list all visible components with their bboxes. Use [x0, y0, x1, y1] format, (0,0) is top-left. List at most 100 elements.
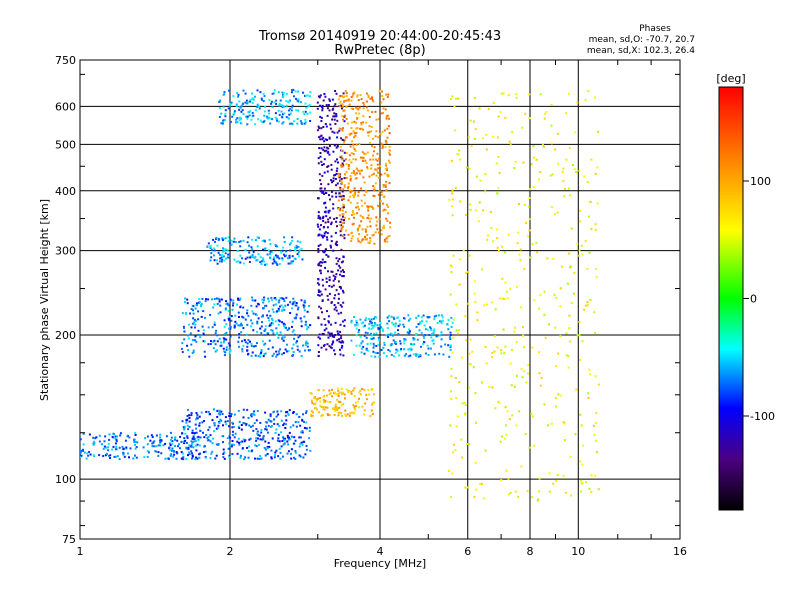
- data-point: [330, 240, 333, 243]
- data-point: [540, 376, 543, 379]
- data-point: [383, 195, 386, 198]
- data-point: [394, 322, 397, 325]
- data-point: [196, 417, 199, 420]
- data-point: [320, 234, 323, 237]
- data-point: [324, 123, 327, 125]
- data-point: [294, 304, 297, 307]
- data-point: [228, 412, 231, 415]
- data-point: [280, 410, 283, 413]
- data-point: [328, 209, 331, 212]
- data-point: [256, 89, 259, 92]
- data-point: [284, 255, 286, 258]
- data-point: [330, 223, 333, 226]
- data-point: [248, 114, 251, 117]
- data-point: [355, 206, 358, 209]
- data-point: [184, 432, 187, 435]
- data-point: [222, 341, 225, 344]
- data-point: [475, 209, 478, 212]
- data-point: [330, 168, 333, 171]
- data-point: [323, 250, 326, 253]
- data-point: [320, 405, 323, 408]
- data-point: [357, 191, 360, 193]
- data-point: [352, 146, 355, 149]
- data-point: [326, 232, 329, 235]
- data-point: [122, 452, 125, 455]
- data-point: [267, 332, 270, 335]
- data-point: [320, 346, 323, 349]
- data-point: [181, 312, 184, 315]
- data-point: [377, 231, 380, 234]
- data-point: [469, 338, 472, 341]
- data-point: [362, 217, 365, 219]
- data-point: [193, 339, 196, 342]
- data-point: [283, 336, 286, 339]
- data-point: [372, 350, 375, 353]
- data-point: [186, 424, 189, 427]
- data-point: [339, 330, 342, 333]
- data-point: [472, 120, 475, 123]
- data-point: [323, 408, 326, 411]
- data-point: [340, 261, 343, 264]
- data-point: [343, 237, 346, 240]
- data-point: [345, 118, 348, 120]
- data-point: [519, 306, 522, 309]
- data-point: [387, 125, 390, 128]
- data-point: [170, 453, 173, 456]
- data-point: [554, 148, 557, 151]
- data-point: [317, 234, 320, 237]
- data-point: [213, 321, 216, 324]
- data-point: [236, 92, 239, 94]
- data-point: [320, 160, 323, 163]
- data-point: [580, 482, 583, 485]
- data-point: [190, 444, 193, 447]
- data-point: [296, 99, 299, 102]
- data-point: [292, 120, 295, 123]
- data-point: [135, 440, 138, 443]
- data-point: [228, 435, 231, 438]
- data-point: [528, 446, 531, 449]
- data-point: [528, 218, 531, 221]
- data-point: [245, 333, 248, 336]
- data-point: [523, 346, 526, 349]
- data-point: [465, 166, 468, 169]
- data-point: [327, 165, 330, 168]
- data-point: [448, 355, 451, 358]
- data-point: [331, 341, 334, 344]
- data-point: [269, 415, 272, 418]
- data-point: [350, 107, 353, 110]
- data-point: [291, 106, 294, 109]
- data-point: [590, 490, 593, 493]
- data-point: [155, 434, 158, 437]
- data-point: [342, 109, 345, 112]
- data-point: [278, 440, 281, 443]
- data-point: [333, 217, 336, 220]
- data-point: [433, 315, 436, 318]
- data-point: [190, 440, 193, 443]
- data-point: [504, 116, 507, 119]
- data-point: [583, 308, 586, 311]
- data-point: [342, 213, 345, 216]
- data-point: [266, 253, 269, 256]
- data-point: [261, 240, 264, 242]
- data-point: [342, 203, 345, 206]
- data-point: [254, 457, 256, 460]
- data-point: [569, 194, 572, 197]
- data-point: [288, 431, 291, 434]
- data-point: [529, 256, 532, 259]
- data-point: [115, 455, 117, 458]
- data-point: [538, 372, 541, 375]
- data-point: [474, 128, 477, 131]
- data-point: [236, 452, 239, 455]
- data-point: [287, 350, 290, 353]
- data-point: [217, 239, 220, 241]
- data-point: [259, 327, 262, 330]
- data-point: [327, 270, 329, 273]
- data-point: [231, 115, 234, 118]
- data-point: [329, 127, 332, 130]
- data-point: [586, 301, 589, 304]
- data-point: [224, 252, 227, 255]
- data-point: [183, 425, 186, 428]
- data-point: [288, 122, 291, 125]
- data-point: [562, 421, 565, 424]
